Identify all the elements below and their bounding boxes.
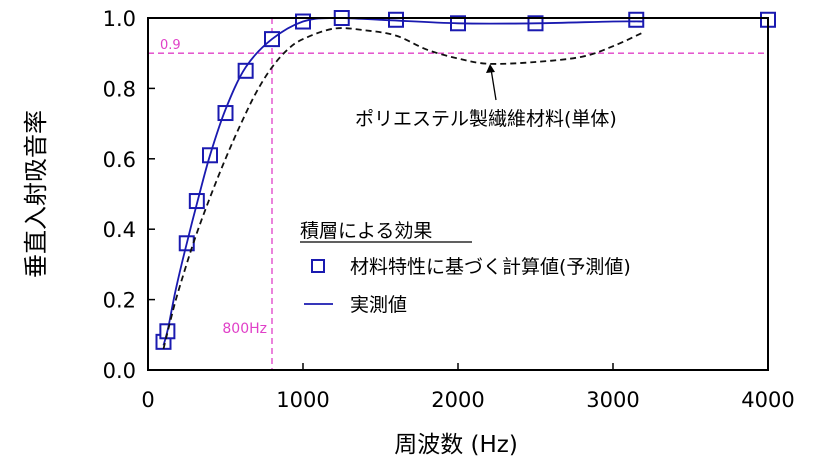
annotation-arrow	[490, 68, 497, 101]
legend-entry-prediction: 材料特性に基づく計算値(予測値)	[350, 256, 631, 278]
y-ref-label: 0.9	[160, 38, 181, 53]
x-tick-label: 0	[141, 388, 154, 412]
legend-title: 積層による効果	[300, 220, 432, 242]
legend-entry-measured: 実測値	[350, 294, 407, 316]
annotation-arrowhead	[486, 64, 495, 73]
y-tick-label: 0.0	[103, 359, 136, 383]
y-tick-label: 1.0	[103, 7, 136, 31]
y-tick-label: 0.2	[103, 289, 136, 313]
y-tick-label: 0.8	[103, 77, 136, 101]
x-tick-label: 3000	[586, 388, 639, 412]
x-tick-label: 2000	[431, 388, 484, 412]
x-axis-label: 周波数 (Hz)	[394, 432, 518, 458]
x-tick-label: 4000	[741, 388, 794, 412]
y-tick-label: 0.6	[103, 148, 136, 172]
reference-lines	[148, 18, 768, 370]
y-tick-label: 0.4	[103, 218, 136, 242]
prediction-marker	[628, 11, 645, 28]
x-tick-label: 1000	[276, 388, 329, 412]
y-axis-label: 垂直入射吸音率	[22, 110, 50, 278]
plot-series	[155, 10, 776, 350]
x-ref-label: 800Hz	[222, 321, 267, 337]
polyester-single-line	[162, 27, 645, 350]
legend-square-marker	[311, 259, 325, 273]
measured-line	[162, 17, 645, 346]
axis-ticks: 0 1000 2000 3000 4000 0.0 0.2 0.4 0.6 0.8 1.0	[103, 7, 795, 412]
annotation-text: ポリエステル製繊維材料(単体)	[355, 108, 617, 130]
